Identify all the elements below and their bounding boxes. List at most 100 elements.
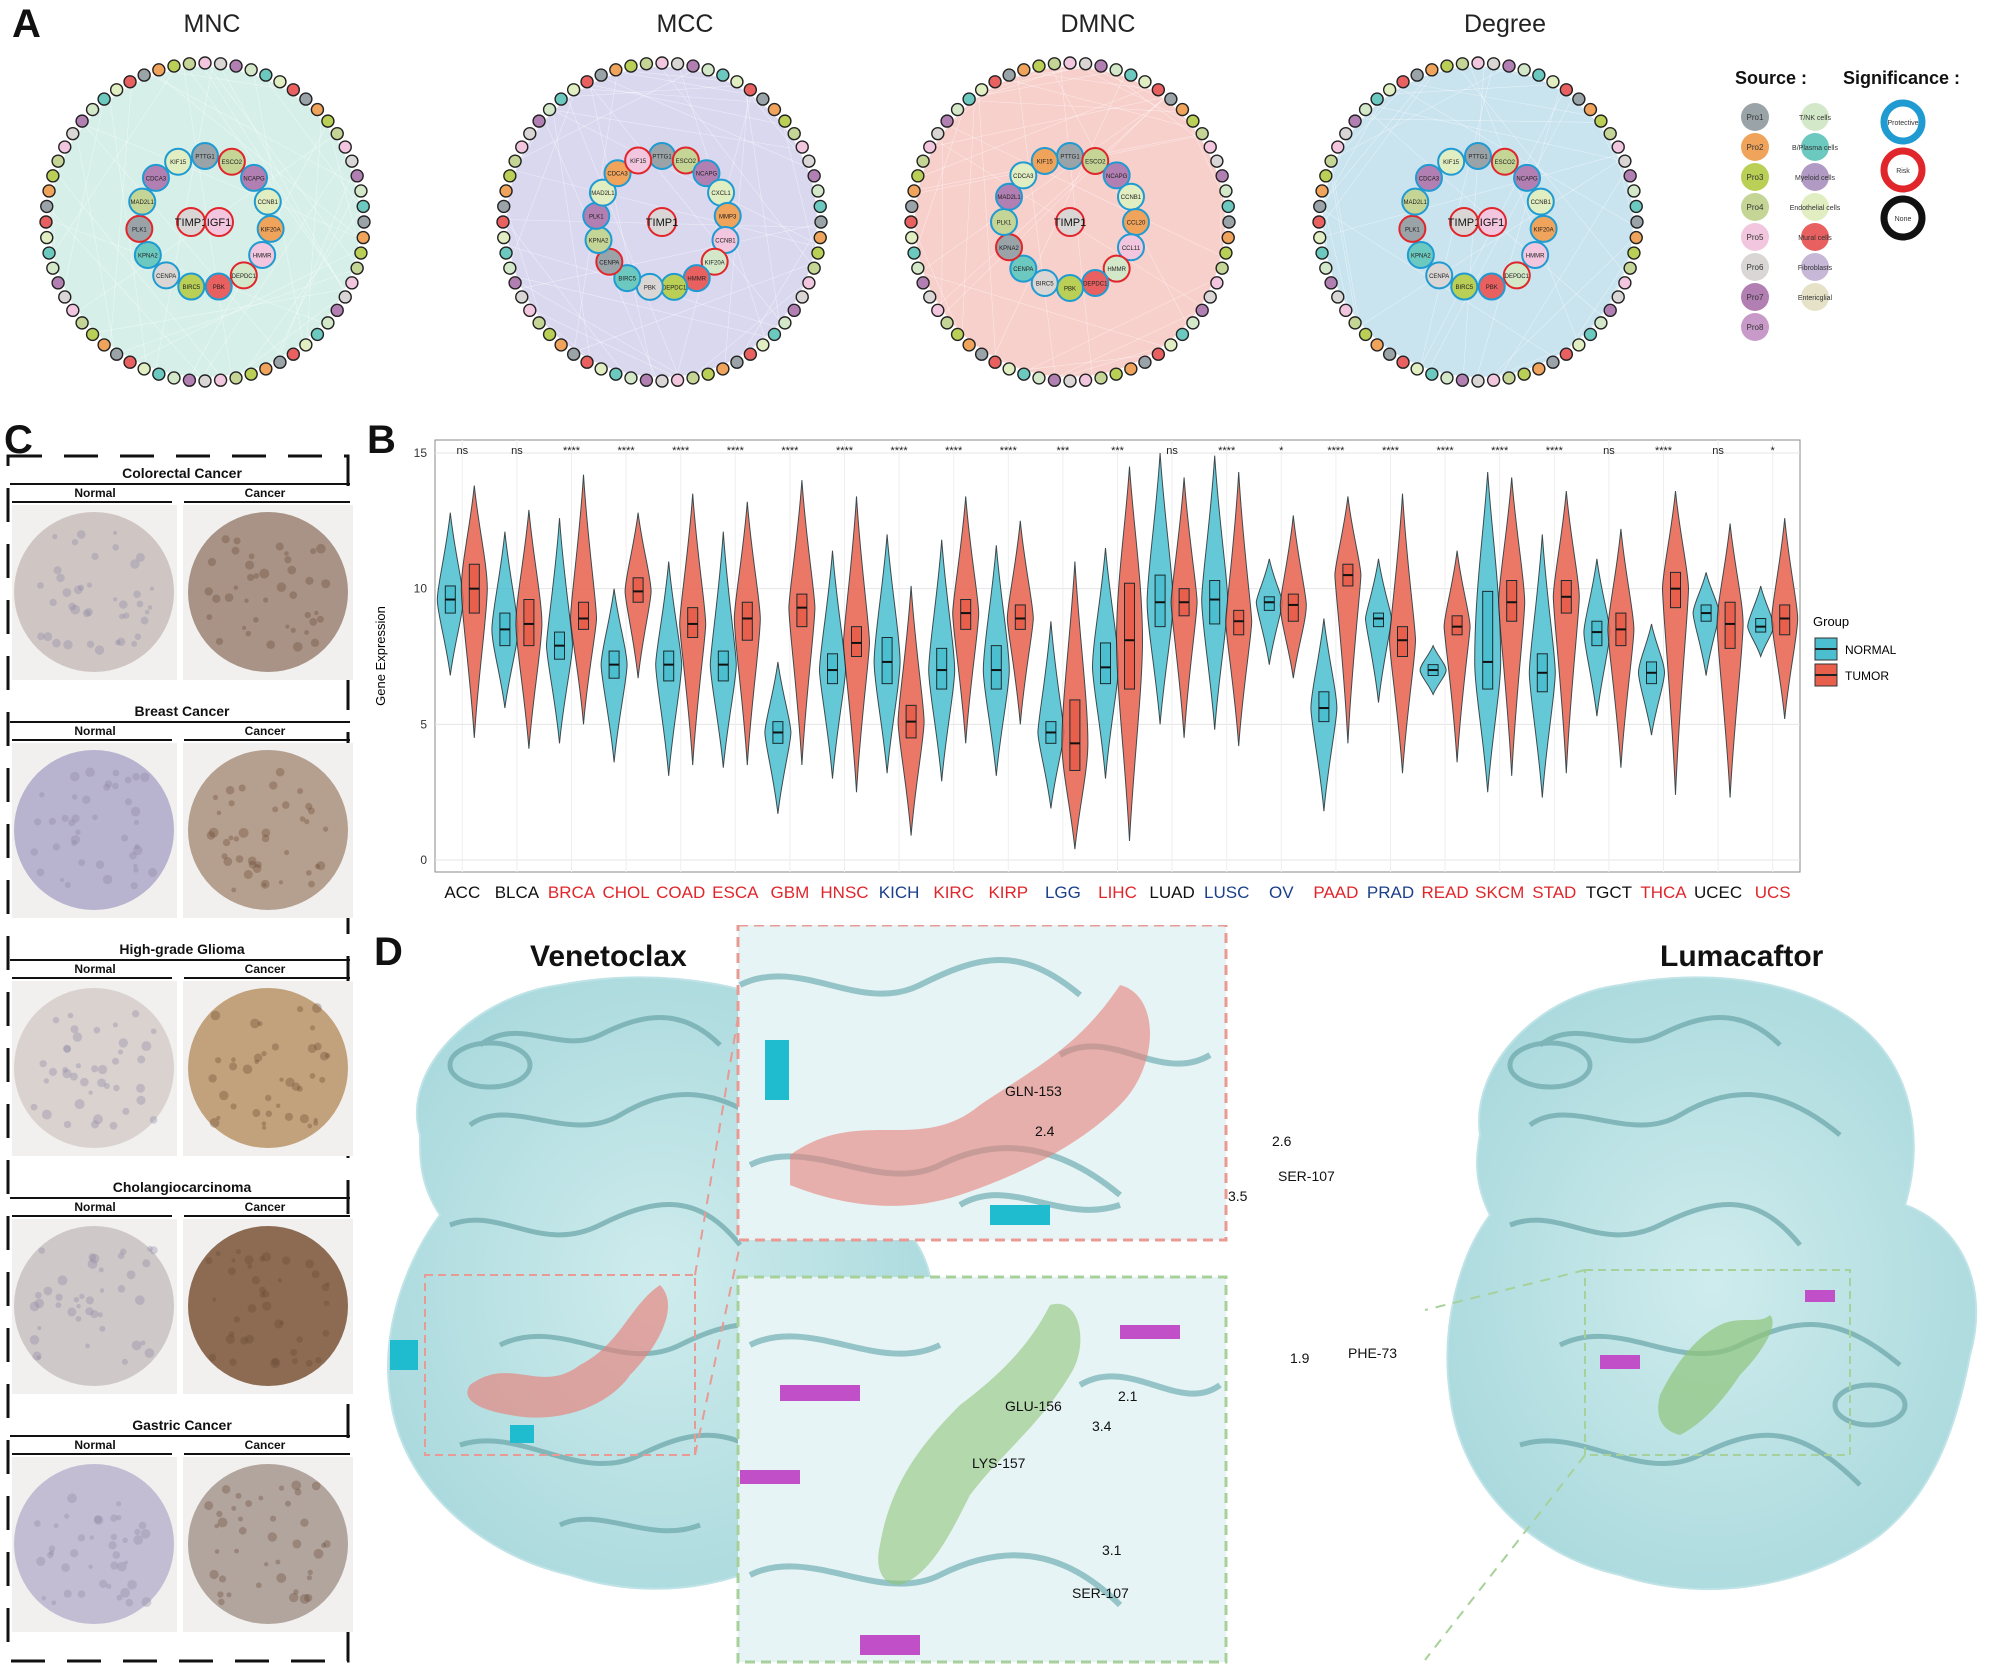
legend-cell-label: Myeloid cells xyxy=(1795,175,1836,182)
hub-label: PBK xyxy=(1064,287,1076,293)
outer-node xyxy=(533,317,545,329)
significance-mark: **** xyxy=(1382,445,1400,457)
outer-node xyxy=(1222,200,1234,212)
outer-node xyxy=(581,76,593,88)
outer-node xyxy=(504,170,516,182)
outer-node xyxy=(1018,64,1030,76)
x-tick-label: CHOL xyxy=(602,883,649,902)
outer-node xyxy=(656,375,668,387)
outer-node xyxy=(908,185,920,197)
outer-node xyxy=(796,291,808,303)
outer-node xyxy=(183,58,195,70)
center-label: TIMP1 xyxy=(175,217,207,229)
outer-node xyxy=(687,372,699,384)
outer-node xyxy=(287,84,299,96)
center-label: TIMP1 xyxy=(646,217,678,229)
center-label: TIMP1 xyxy=(1054,217,1086,229)
outer-node xyxy=(932,304,944,316)
hub-label: CENPA xyxy=(599,260,619,266)
ihc-normal-label: Normal xyxy=(15,1438,175,1452)
box-normal xyxy=(1264,597,1274,611)
box-tumor xyxy=(1125,583,1135,689)
hub-label: KIF15 xyxy=(1443,160,1460,166)
outer-node xyxy=(47,262,59,274)
box-normal xyxy=(882,638,892,684)
hub-label: PTTG1 xyxy=(1468,155,1488,161)
outer-node xyxy=(1152,84,1164,96)
residue-phe73-right xyxy=(1805,1290,1835,1302)
hub-label: CENPA xyxy=(1429,274,1449,280)
outer-node xyxy=(1619,277,1631,289)
outer-node xyxy=(1604,304,1616,316)
hub-label: HMMR xyxy=(1107,267,1126,273)
outer-node xyxy=(1095,372,1107,384)
x-tick-label: THCA xyxy=(1640,883,1687,902)
outer-node xyxy=(1313,216,1325,228)
ihc-images xyxy=(8,981,358,1156)
ihc-images xyxy=(8,743,358,918)
outer-node xyxy=(779,317,791,329)
legend-cell-label: B/Plasma cells xyxy=(1792,145,1838,152)
y-tick-label: 5 xyxy=(420,717,427,731)
outer-node xyxy=(43,185,55,197)
ihc-normal-label: Normal xyxy=(15,486,175,500)
significance-mark: ns xyxy=(511,445,523,457)
outer-node xyxy=(1488,374,1500,386)
outer-node xyxy=(1095,60,1107,72)
outer-node xyxy=(1211,155,1223,167)
significance-mark: **** xyxy=(891,445,909,457)
significance-mark: * xyxy=(1771,445,1776,457)
x-tick-label: STAD xyxy=(1532,883,1576,902)
ihc-title: Cholangiocarcinoma xyxy=(12,1179,352,1195)
outer-node xyxy=(812,247,824,259)
outer-node xyxy=(1048,374,1060,386)
outer-node xyxy=(215,374,227,386)
outer-node xyxy=(230,60,242,72)
box-tumor xyxy=(633,578,643,602)
outer-node xyxy=(311,104,323,116)
chart-legend: Group NORMAL TUMOR xyxy=(1813,614,1897,686)
label-ser107-bottom: SER-107 xyxy=(1072,1585,1129,1601)
hub-label: CCL20 xyxy=(1127,221,1146,227)
outer-node xyxy=(731,76,743,88)
outer-node xyxy=(610,368,622,380)
residue-gln153-left xyxy=(390,1340,418,1370)
outer-node xyxy=(1624,262,1636,274)
outer-node xyxy=(124,356,136,368)
hub-label: KIF15 xyxy=(630,159,647,165)
y-tick-label: 0 xyxy=(420,853,427,867)
outer-node xyxy=(788,128,800,140)
legend-significance-label: Risk xyxy=(1896,168,1910,175)
outer-node xyxy=(1584,328,1596,340)
outer-node xyxy=(1360,104,1372,116)
outer-node xyxy=(1033,60,1045,72)
outer-node xyxy=(796,141,808,153)
outer-node xyxy=(1048,58,1060,70)
box-tumor xyxy=(1288,594,1298,621)
outer-node xyxy=(111,84,123,96)
outer-node xyxy=(814,200,826,212)
significance-mark: ns xyxy=(1166,445,1178,457)
outer-node xyxy=(1560,84,1572,96)
outer-node xyxy=(1612,291,1624,303)
outer-node xyxy=(1595,115,1607,127)
ihc-cancer-label: Cancer xyxy=(185,1438,345,1452)
box-normal xyxy=(1756,619,1766,633)
ihc-normal-label: Normal xyxy=(15,962,175,976)
outer-node xyxy=(1018,368,1030,380)
outer-node xyxy=(779,115,791,127)
x-tick-label: COAD xyxy=(656,883,705,902)
ihc-title: High-grade Glioma xyxy=(12,941,352,957)
outer-node xyxy=(941,317,953,329)
outer-node xyxy=(1595,317,1607,329)
protein-surface-right xyxy=(1447,977,1976,1589)
outer-node xyxy=(274,356,286,368)
label-lys157: LYS-157 xyxy=(972,1455,1025,1471)
box-tumor xyxy=(797,594,807,627)
residue-ser107-zoom xyxy=(990,1205,1050,1225)
outer-node xyxy=(331,128,343,140)
outer-node xyxy=(1533,69,1545,81)
hub-label: DEPDC1 xyxy=(1083,281,1108,287)
box-normal xyxy=(1319,692,1329,722)
box-tumor xyxy=(1234,610,1244,634)
